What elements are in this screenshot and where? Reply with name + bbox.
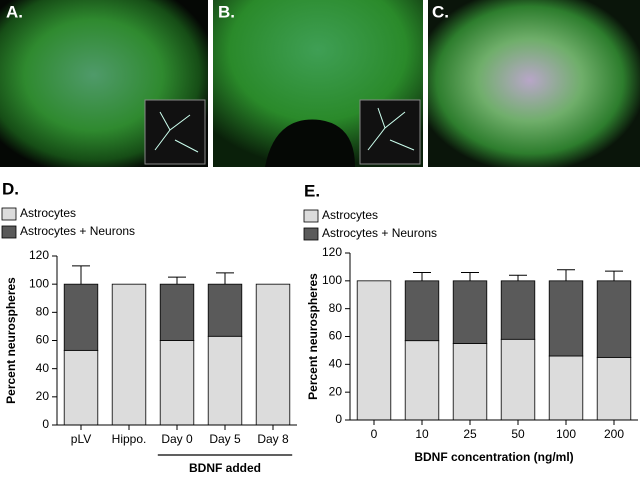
annotation: BDNF added xyxy=(189,461,261,475)
micrograph-b xyxy=(213,0,423,167)
bar-segment xyxy=(548,355,584,421)
y-tick-label: 0 xyxy=(42,417,49,431)
bar-segment xyxy=(207,283,243,337)
bar-segment xyxy=(111,283,147,426)
legend-swatch xyxy=(1,225,17,239)
y-axis-title: Percent neurospheres xyxy=(4,277,18,404)
y-tick-label: 100 xyxy=(29,276,49,290)
x-tick-label: Day 5 xyxy=(209,432,241,446)
x-tick-label: Hippo. xyxy=(112,432,147,446)
y-tick-label: 40 xyxy=(36,361,50,375)
y-tick-label: 120 xyxy=(29,248,49,262)
x-tick-label: 200 xyxy=(604,427,624,441)
y-tick-label: 80 xyxy=(329,301,343,315)
bar-segment xyxy=(159,283,195,341)
y-tick-label: 20 xyxy=(329,384,343,398)
legend-swatch xyxy=(303,209,319,223)
micrograph-a xyxy=(0,0,208,167)
x-axis-title: BDNF concentration (ng/ml) xyxy=(414,450,573,464)
bar-segment xyxy=(500,338,536,421)
bar-segment xyxy=(500,280,536,340)
panel-label: A. xyxy=(6,2,23,21)
bar-segment xyxy=(596,356,632,421)
bar-segment xyxy=(356,280,392,421)
legend-label: Astrocytes xyxy=(20,206,76,220)
x-tick-label: 100 xyxy=(556,427,576,441)
panel-label: E. xyxy=(304,181,320,200)
panel-label: C. xyxy=(432,2,449,21)
bar-segment xyxy=(548,280,584,357)
x-tick-label: 0 xyxy=(371,427,378,441)
legend-label: Astrocytes + Neurons xyxy=(322,226,437,240)
y-tick-label: 40 xyxy=(329,357,343,371)
legend-swatch xyxy=(1,207,17,221)
x-tick-label: 25 xyxy=(463,427,477,441)
y-tick-label: 0 xyxy=(335,412,342,426)
y-tick-label: 60 xyxy=(36,333,50,347)
legend-label: Astrocytes + Neurons xyxy=(20,224,135,238)
y-tick-label: 100 xyxy=(322,273,342,287)
x-tick-label: Day 8 xyxy=(257,432,289,446)
bar-segment xyxy=(159,340,195,426)
x-tick-label: 10 xyxy=(415,427,429,441)
bar-segment xyxy=(404,280,440,342)
bar-segment xyxy=(255,283,291,426)
bar-segment xyxy=(404,340,440,421)
y-tick-label: 60 xyxy=(329,329,343,343)
panel-label: D. xyxy=(2,179,19,198)
y-tick-label: 20 xyxy=(36,389,50,403)
legend-label: Astrocytes xyxy=(322,208,378,222)
y-tick-label: 80 xyxy=(36,305,50,319)
bar-segment xyxy=(596,280,632,358)
bar-segment xyxy=(452,280,488,344)
bar-segment xyxy=(63,349,99,426)
x-tick-label: pLV xyxy=(71,432,91,446)
panel-label: B. xyxy=(218,2,235,21)
bar-segment xyxy=(452,343,488,421)
legend-swatch xyxy=(303,227,319,241)
y-axis-title: Percent neurospheres xyxy=(306,273,320,400)
bar-segment xyxy=(63,283,99,351)
x-tick-label: 50 xyxy=(511,427,525,441)
x-tick-label: Day 0 xyxy=(161,432,193,446)
micrograph-c xyxy=(428,0,640,167)
y-tick-label: 120 xyxy=(322,245,342,259)
bar-segment xyxy=(207,335,243,426)
